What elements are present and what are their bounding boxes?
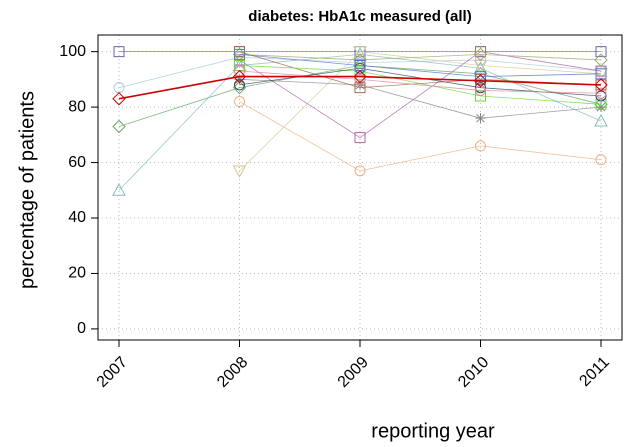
x-tick-label: 2010 <box>455 354 492 391</box>
y-tick-label: 100 <box>59 43 86 60</box>
marker <box>354 73 366 85</box>
marker <box>353 53 367 67</box>
marker <box>473 47 488 62</box>
x-tick-label: 2008 <box>214 354 251 391</box>
marker <box>113 46 125 58</box>
y-tick-label: 20 <box>68 265 86 282</box>
marker <box>595 154 607 166</box>
x-axis-label: reporting year <box>371 420 495 442</box>
marker <box>354 165 366 177</box>
marker <box>234 54 245 66</box>
plot-frame <box>97 34 623 341</box>
y-tick-label: 40 <box>68 209 86 226</box>
marker <box>475 140 486 152</box>
marker <box>473 61 488 74</box>
marker <box>112 119 126 134</box>
y-axis-label: percentage of patients <box>16 91 38 289</box>
marker <box>354 132 366 144</box>
marker <box>234 74 245 85</box>
marker <box>475 71 486 83</box>
marker <box>594 113 608 127</box>
series-line <box>118 75 602 100</box>
marker <box>596 102 606 113</box>
marker <box>234 79 245 91</box>
y-tick-label: 80 <box>68 98 86 115</box>
x-tick-label: 2011 <box>576 354 612 390</box>
marker <box>353 58 367 73</box>
series-line <box>239 101 602 172</box>
marker <box>475 84 486 96</box>
x-tick-label: 2009 <box>335 354 372 391</box>
y-tick-label: 0 <box>77 320 86 337</box>
marker <box>595 87 607 99</box>
marker <box>473 74 488 88</box>
marker <box>475 82 486 94</box>
series-line <box>239 54 602 77</box>
chart-title: diabetes: HbA1c measured (all) <box>248 8 471 25</box>
marker <box>475 54 486 66</box>
marker <box>353 47 367 60</box>
marker <box>112 183 126 196</box>
marker <box>475 113 486 124</box>
marker <box>475 90 486 102</box>
y-tick-label: 60 <box>68 154 86 171</box>
series-line <box>239 65 602 105</box>
marker <box>234 48 245 60</box>
series-line <box>118 56 602 89</box>
marker <box>112 92 126 106</box>
marker <box>232 69 247 84</box>
x-tick-label: 2007 <box>94 354 131 391</box>
series-line <box>239 54 602 61</box>
marker <box>232 80 247 95</box>
series-line <box>239 51 602 139</box>
marker <box>475 46 486 58</box>
series-line <box>239 78 602 119</box>
series-line <box>239 51 602 172</box>
marker <box>353 69 367 84</box>
marker <box>234 96 245 108</box>
marker <box>594 53 608 67</box>
marker <box>595 98 607 110</box>
marker <box>355 79 365 90</box>
marker <box>232 47 247 62</box>
marker <box>232 165 247 178</box>
series-line <box>239 70 602 94</box>
marker <box>595 46 607 58</box>
marker <box>353 46 367 59</box>
marker <box>594 78 608 92</box>
